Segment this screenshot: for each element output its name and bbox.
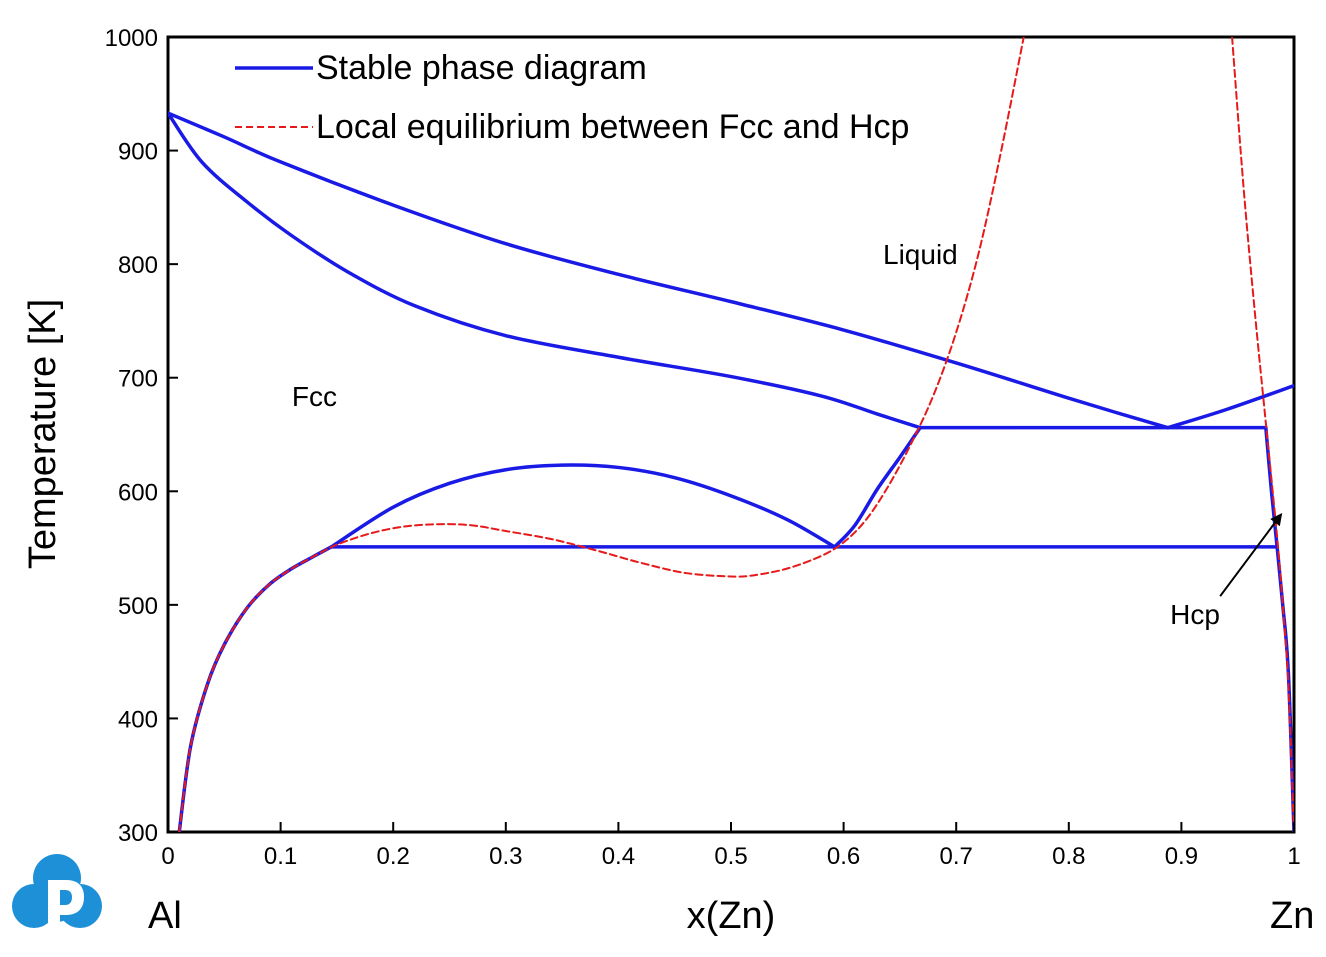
- x-tick-label: 1: [1287, 843, 1300, 870]
- x-tick-label: 0.3: [489, 843, 522, 870]
- y-tick-label: 700: [118, 366, 158, 393]
- x-tick-label: 0.9: [1165, 843, 1198, 870]
- x-tick-label: 0.5: [714, 843, 747, 870]
- y-tick-label: 900: [118, 139, 158, 166]
- region-label-hcp: Hcp: [1170, 599, 1220, 630]
- x-axis-label: x(Zn): [687, 895, 776, 937]
- stable-curve-7: [832, 425, 922, 549]
- element-label-al: Al: [148, 895, 182, 937]
- region-label-liquid: Liquid: [883, 239, 958, 270]
- x-tick-label: 0.6: [827, 843, 860, 870]
- y-tick-label: 400: [118, 706, 158, 733]
- x-tick-label: 0.2: [377, 843, 410, 870]
- plot-frame: [166, 35, 1296, 834]
- x-tick-label: 0.8: [1052, 843, 1085, 870]
- company-logo: [12, 854, 102, 932]
- local-equilibrium-curve-1: [1231, 37, 1294, 832]
- hcp-arrow: [1219, 512, 1283, 597]
- tick-layer: 0 0.1 0.2 0.3 0.4 0.5 0.6 0.7 0.8 0.9 1 300 400 500 60…: [105, 25, 1301, 870]
- y-tick-label: 500: [118, 593, 158, 620]
- y-axis-label: Temperature [K]: [22, 299, 64, 569]
- stable-curve-4: [329, 463, 837, 549]
- legend-label-local: Local equilibrium between Fcc and Hcp: [316, 108, 909, 146]
- series-layer: [168, 37, 1294, 832]
- y-tick-label: 300: [118, 820, 158, 847]
- stable-curve-1: [168, 111, 922, 430]
- stable-curve-8: [1264, 425, 1294, 832]
- x-tick-label: 0: [161, 843, 174, 870]
- annotation-layer: Liquid Fcc Hcp: [292, 239, 1220, 630]
- y-tick-label: 1000: [105, 25, 158, 52]
- local-equilibrium-curve-0: [178, 37, 1025, 832]
- x-tick-label: 0.4: [602, 843, 635, 870]
- y-tick-label: 800: [118, 252, 158, 279]
- element-label-zn: Zn: [1270, 895, 1314, 937]
- x-tick-label: 0.7: [940, 843, 973, 870]
- stable-curve-0: [168, 111, 1170, 430]
- stable-curve-6: [177, 545, 334, 832]
- y-tick-label: 600: [118, 479, 158, 506]
- x-tick-label: 0.1: [264, 843, 297, 870]
- stable-curve-3: [1166, 383, 1294, 430]
- legend-label-stable: Stable phase diagram: [316, 49, 647, 87]
- region-label-fcc: Fcc: [292, 381, 337, 412]
- legend: Stable phase diagram Local equilibrium b…: [235, 49, 909, 146]
